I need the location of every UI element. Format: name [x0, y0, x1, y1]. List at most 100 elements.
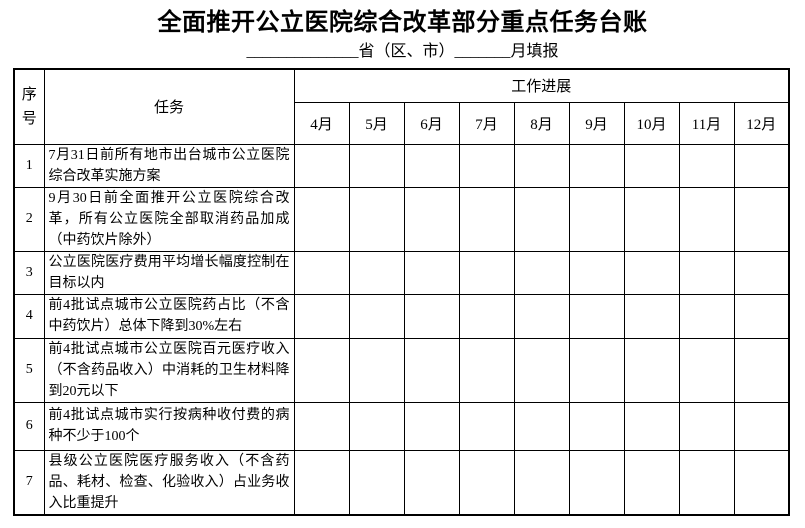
progress-header-cell: 工作进展	[293, 68, 790, 103]
month-header-dec: 12月	[733, 101, 790, 145]
progress-cell	[403, 293, 460, 339]
progress-cell	[568, 293, 625, 339]
progress-cell	[293, 401, 350, 451]
progress-cell	[678, 401, 735, 451]
progress-cell	[513, 401, 570, 451]
document-title: 全面推开公立医院综合改革部分重点任务台账	[157, 10, 648, 36]
progress-cell	[623, 337, 680, 403]
progress-cell	[403, 449, 460, 515]
progress-cell	[678, 250, 735, 295]
table-row: 5 前4批试点城市公立医院百元医疗收入（不含药品收入）中消耗的卫生材料降到20元…	[13, 337, 790, 403]
row-seq: 7	[13, 449, 45, 515]
progress-cell	[733, 186, 790, 252]
progress-cell	[403, 143, 460, 188]
progress-cell	[458, 449, 515, 515]
progress-cell	[568, 449, 625, 515]
row-seq: 6	[13, 401, 45, 451]
month-header-jun: 6月	[403, 101, 460, 145]
progress-cell	[458, 337, 515, 403]
progress-cell	[403, 337, 460, 403]
task-cell: 前4批试点城市实行按病种收付费的病种不少于100个	[43, 401, 295, 451]
row-seq: 5	[13, 337, 45, 403]
row-seq: 2	[13, 186, 45, 252]
table-row: 1 7月31日前所有地市出台城市公立医院综合改革实施方案	[13, 143, 790, 188]
progress-cell	[403, 186, 460, 252]
month-header-jul: 7月	[458, 101, 515, 145]
progress-cell	[568, 250, 625, 295]
month-header-nov: 11月	[678, 101, 735, 145]
progress-cell	[458, 143, 515, 188]
progress-cell	[733, 337, 790, 403]
progress-cell	[678, 186, 735, 252]
progress-cell	[293, 186, 350, 252]
task-header-cell: 任务	[43, 68, 295, 145]
table-row: 7 县级公立医院医疗服务收入（不含药品、耗材、检查、化验收入）占业务收入比重提升	[13, 449, 790, 515]
progress-cell	[348, 186, 405, 252]
task-cell: 前4批试点城市公立医院百元医疗收入（不含药品收入）中消耗的卫生材料降到20元以下	[43, 337, 295, 403]
progress-cell	[513, 337, 570, 403]
progress-cell	[733, 250, 790, 295]
progress-cell	[513, 293, 570, 339]
progress-cell	[513, 449, 570, 515]
progress-cell	[293, 250, 350, 295]
progress-cell	[568, 337, 625, 403]
table-row: 2 9月30日前全面推开公立医院综合改革，所有公立医院全部取消药品加成（中药饮片…	[13, 186, 790, 252]
task-ledger-table: 序号 任务 工作进展 4月 5月 6月 7月 8月 9月 10月 11月 12月…	[13, 68, 791, 516]
progress-cell	[733, 449, 790, 515]
progress-cell	[623, 250, 680, 295]
progress-cell	[623, 293, 680, 339]
progress-cell	[348, 337, 405, 403]
progress-cell	[348, 143, 405, 188]
seq-header-label: 序号	[21, 86, 37, 127]
month-header-aug: 8月	[513, 101, 570, 145]
table-row: 4 前4批试点城市公立医院药占比（不含中药饮片）总体下降到30%左右	[13, 293, 790, 339]
row-seq: 1	[13, 143, 45, 188]
progress-cell	[458, 293, 515, 339]
progress-cell	[458, 250, 515, 295]
progress-cell	[623, 143, 680, 188]
month-header-may: 5月	[348, 101, 405, 145]
progress-cell	[568, 186, 625, 252]
progress-cell	[678, 337, 735, 403]
table-row: 3 公立医院医疗费用平均增长幅度控制在目标以内	[13, 250, 790, 295]
progress-cell	[293, 293, 350, 339]
row-seq: 4	[13, 293, 45, 339]
progress-cell	[293, 337, 350, 403]
progress-cell	[623, 401, 680, 451]
task-cell: 前4批试点城市公立医院药占比（不含中药饮片）总体下降到30%左右	[43, 293, 295, 339]
month-header-oct: 10月	[623, 101, 680, 145]
progress-cell	[678, 143, 735, 188]
progress-cell	[403, 401, 460, 451]
header-row-months: 4月 5月 6月 7月 8月 9月 10月 11月 12月	[14, 101, 790, 145]
task-cell: 7月31日前所有地市出台城市公立医院综合改革实施方案	[43, 143, 295, 188]
progress-cell	[623, 449, 680, 515]
document-subtitle: ______________省（区、市）_______月填报	[246, 43, 559, 60]
row-seq: 3	[13, 250, 45, 295]
progress-cell	[403, 250, 460, 295]
month-header-sep: 9月	[568, 101, 625, 145]
progress-cell	[458, 186, 515, 252]
task-cell: 县级公立医院医疗服务收入（不含药品、耗材、检查、化验收入）占业务收入比重提升	[43, 449, 295, 515]
progress-cell	[678, 449, 735, 515]
month-header-apr: 4月	[293, 101, 350, 145]
progress-cell	[678, 293, 735, 339]
progress-cell	[733, 401, 790, 451]
progress-cell	[568, 401, 625, 451]
progress-cell	[513, 250, 570, 295]
progress-cell	[513, 143, 570, 188]
seq-header-cell: 序号	[13, 68, 45, 145]
progress-cell	[348, 250, 405, 295]
document-page: 全面推开公立医院综合改革部分重点任务台账 ______________省（区、市…	[13, 10, 791, 516]
progress-cell	[733, 143, 790, 188]
task-cell: 公立医院医疗费用平均增长幅度控制在目标以内	[43, 250, 295, 295]
table-row: 6 前4批试点城市实行按病种收付费的病种不少于100个	[13, 401, 790, 451]
progress-cell	[293, 449, 350, 515]
progress-cell	[348, 293, 405, 339]
progress-cell	[458, 401, 515, 451]
progress-cell	[293, 143, 350, 188]
progress-cell	[623, 186, 680, 252]
task-cell: 9月30日前全面推开公立医院综合改革，所有公立医院全部取消药品加成（中药饮片除外…	[43, 186, 295, 252]
progress-cell	[568, 143, 625, 188]
progress-cell	[513, 186, 570, 252]
header-row-top: 序号 任务 工作进展	[13, 68, 790, 145]
